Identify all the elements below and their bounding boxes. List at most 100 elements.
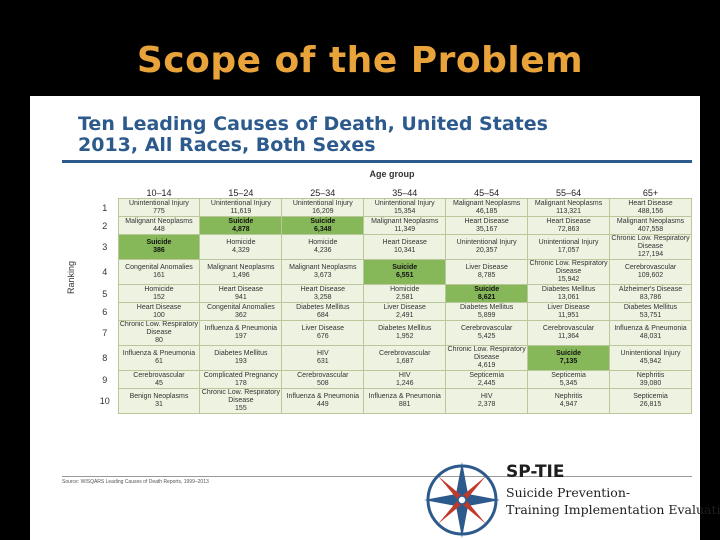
age-header: 65+ (642, 188, 659, 198)
title-rule (62, 160, 692, 163)
death-count: 7,135 (559, 358, 578, 365)
cause-cell: Unintentional Injury 17,057 (527, 234, 611, 260)
death-count: 8,785 (477, 272, 496, 279)
doc-title-line2: 2013, All Races, Both Sexes (78, 134, 376, 156)
cause-cell: Chronic Low. Respiratory Disease 4,619 (445, 345, 529, 371)
cause-cell: Diabetes Mellitus 53,751 (609, 302, 692, 321)
cause-cell: Diabetes Mellitus 13,061 (527, 284, 611, 303)
death-count: 362 (235, 311, 247, 319)
cause-name: Chronic Low. Respiratory Disease (611, 235, 690, 251)
cause-cell: HIV 631 (281, 345, 365, 371)
slide-title: Scope of the Problem (136, 40, 584, 81)
cause-cell: Influenza & Pneumonia 197 (199, 320, 283, 346)
cause-name: Complicated Pregnancy (203, 371, 279, 379)
cause-name: Suicide (392, 264, 418, 271)
cause-name: Suicide (228, 217, 254, 225)
cause-cell: Malignant Neoplasms 448 (117, 216, 201, 235)
death-count: 61 (155, 358, 163, 365)
death-count: 53,751 (639, 311, 662, 319)
death-count: 5,425 (477, 333, 496, 340)
death-count: 45,942 (639, 358, 662, 365)
cause-name: Nephritis (554, 393, 583, 400)
cause-name: Cerebrovascular (624, 264, 677, 271)
cause-name: Heart Disease (300, 285, 345, 293)
death-count: 31 (155, 401, 163, 408)
table-row: 8 Influenza & Pneumonia 61 Diabetes Mellitu… (92, 345, 692, 371)
cause-name: Cerebrovascular (133, 371, 185, 379)
cause-name: Homicide (226, 239, 256, 246)
death-count: 448 (153, 225, 165, 233)
death-count: 15,942 (557, 276, 580, 283)
cause-cell: Unintentional Injury 45,942 (609, 345, 692, 371)
logo-line1: Suicide Prevention- (506, 485, 631, 500)
cause-name: Septicemia (551, 371, 586, 379)
rank-cell: 5 (92, 284, 118, 303)
suicide-cell: Suicide 6,348 (281, 216, 365, 235)
death-count: 152 (153, 293, 165, 301)
table-row: 2 Malignant Neoplasms 448 Suicide 4,878 Suici… (92, 216, 692, 235)
death-count: 20,357 (475, 247, 498, 254)
cause-cell: Diabetes Mellitus 193 (199, 345, 283, 371)
suicide-cell: Suicide 7,135 (527, 345, 611, 371)
cause-cell: Homicide 4,329 (199, 234, 283, 260)
death-count: 488,156 (637, 207, 664, 215)
death-count: 100 (153, 311, 165, 319)
cause-name: Cerebrovascular (542, 325, 595, 332)
cause-cell: HIV 1,246 (363, 370, 447, 389)
cause-name: Malignant Neoplasms (125, 217, 193, 225)
death-count: 83,786 (639, 293, 662, 301)
cause-name: Unintentional Injury (128, 199, 189, 207)
death-count: 11,349 (394, 225, 416, 233)
death-count: 4,329 (232, 247, 250, 254)
cause-name: Suicide (146, 239, 172, 246)
doc-title-line1: Ten Leading Causes of Death, United Stat… (78, 113, 548, 135)
cause-name: Malignant Neoplasms (616, 217, 685, 225)
cause-name: Unintentional Injury (538, 239, 599, 246)
cause-name: Homicide (308, 239, 338, 246)
cause-name: Nephritis (636, 371, 665, 379)
cause-name: Influenza & Pneumonia (614, 325, 687, 332)
cause-name: Unintentional Injury (620, 350, 681, 357)
cause-cell: Homicide 4,236 (281, 234, 365, 260)
death-count: 676 (316, 333, 329, 340)
death-count: 775 (153, 207, 165, 215)
cause-cell: Influenza & Pneumonia 48,031 (609, 320, 692, 346)
age-header: 45–54 (474, 188, 500, 198)
cause-name: HIV (398, 371, 411, 379)
table-row: 6 Heart Disease 100 Congenital Anomalies 362… (92, 302, 692, 321)
death-count: 72,863 (557, 225, 580, 233)
death-count: 178 (235, 379, 247, 387)
death-count: 11,619 (230, 207, 252, 215)
cause-name: Unintentional Injury (292, 199, 353, 207)
cause-name: Suicide (474, 285, 500, 293)
cause-name: Malignant Neoplasms (534, 199, 603, 207)
cause-name: Heart Disease (136, 303, 182, 311)
death-count: 10,341 (394, 247, 416, 254)
cause-cell: Chronic Low. Respiratory Disease 127,194 (609, 234, 692, 260)
chart-document: Ten Leading Causes of Death, United Stat… (62, 113, 692, 485)
cause-name: Homicide (144, 285, 174, 293)
death-count: 5,899 (477, 311, 496, 319)
age-header: 35–44 (392, 188, 418, 198)
cause-cell: Homicide 152 (117, 284, 201, 303)
age-header: 55–64 (556, 188, 582, 198)
cause-name: Congenital Anomalies (125, 264, 193, 271)
cause-cell: Homicide 2,581 (363, 284, 447, 303)
death-count: 161 (153, 272, 165, 279)
death-count: 35,167 (475, 225, 498, 233)
cause-cell: Septicemia 2,445 (445, 370, 529, 389)
cause-cell: Cerebrovascular 5,425 (445, 320, 529, 346)
cause-cell: Heart Disease 488,156 (609, 198, 692, 217)
cause-name: Unintentional Injury (210, 199, 271, 207)
cause-cell: Complicated Pregnancy 178 (199, 370, 283, 389)
cause-name: Liver Disease (465, 264, 508, 271)
cause-cell: Diabetes Mellitus 1,952 (363, 320, 447, 346)
cause-cell: Heart Disease 35,167 (445, 216, 529, 235)
death-count: 155 (235, 405, 247, 412)
cause-name: Heart Disease (382, 239, 427, 246)
death-count: 4,619 (477, 362, 496, 369)
death-count: 386 (153, 247, 165, 254)
cause-name: Chronic Low. Respiratory Disease (201, 389, 280, 405)
cause-cell: Cerebrovascular 109,602 (609, 259, 692, 285)
death-count: 407,558 (637, 225, 664, 233)
